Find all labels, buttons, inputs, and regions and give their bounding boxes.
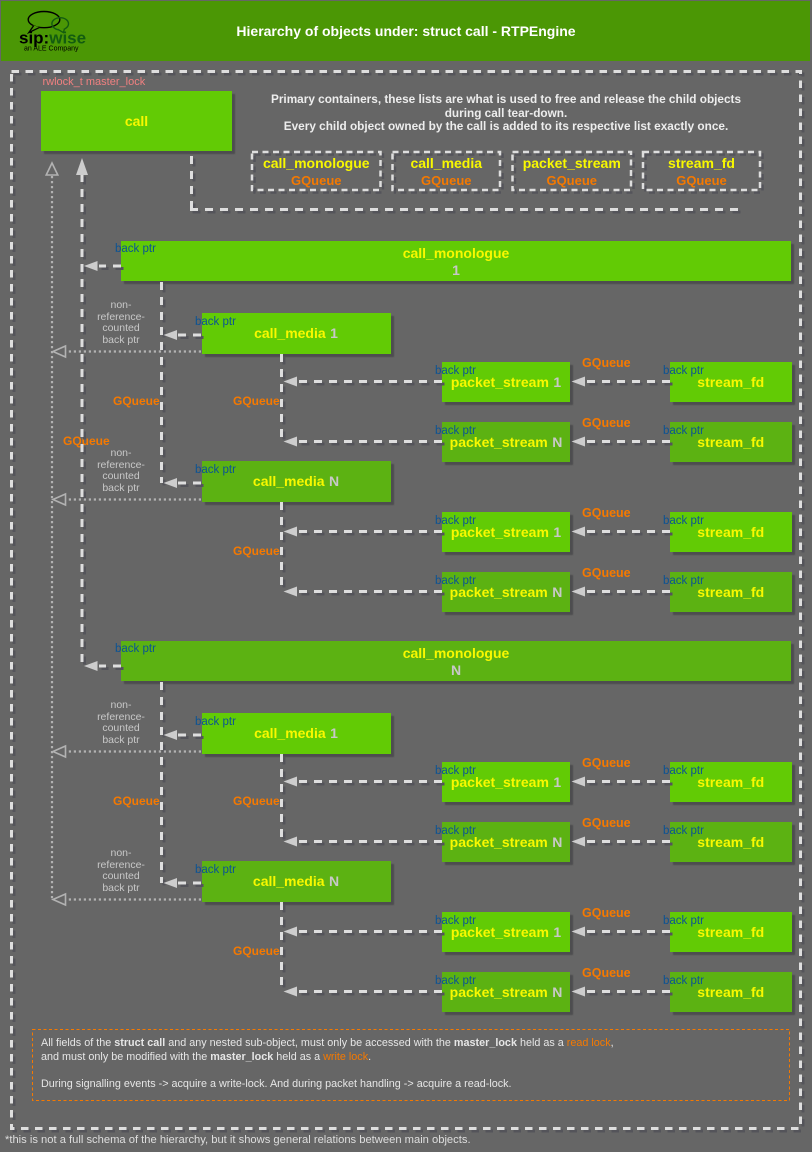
svg-text:an ALE Company: an ALE Company (24, 46, 79, 53)
svg-text:sip:wise: sip:wise (19, 29, 86, 48)
